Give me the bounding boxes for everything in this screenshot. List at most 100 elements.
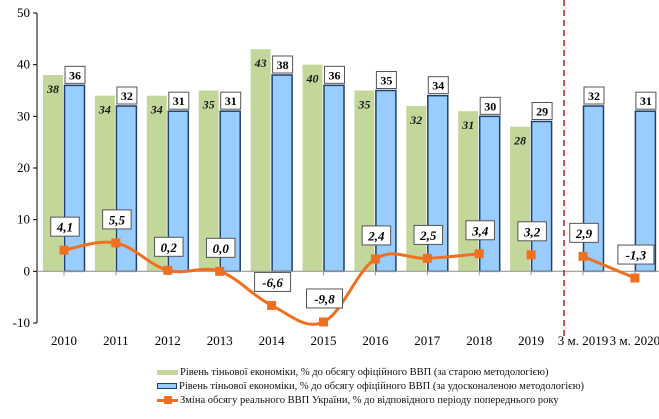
bar-old-methodology — [302, 64, 323, 272]
label-improved-methodology: 38 — [277, 58, 289, 72]
label-gdp-change: 0,2 — [161, 240, 178, 255]
legend-item-gdp-change: Зміна обсягу реального ВВП України, % до… — [157, 393, 584, 407]
gdp-point-marker — [319, 317, 328, 327]
label-box-improved-methodology — [531, 102, 553, 120]
label-gdp-change: 3,4 — [471, 223, 489, 238]
bar-old-methodology — [43, 75, 63, 272]
label-box-gdp-change — [254, 271, 292, 292]
data-labels: 38 34 34 35 43 40 35 32 31 28 36 32 31 31 38 36 35 34 30 29… — [46, 55, 657, 309]
label-box-gdp-change — [569, 222, 599, 243]
bar-improved-methodology — [271, 74, 293, 273]
label-box-improved-methodology — [324, 65, 345, 84]
label-gdp-change: 2,4 — [367, 228, 385, 243]
y-tick-label: 20 — [17, 160, 30, 175]
label-box-gdp-change — [617, 244, 655, 265]
label-improved-methodology: 36 — [329, 68, 341, 82]
gdp-point-marker — [526, 250, 536, 260]
label-box-gdp-change — [361, 225, 392, 246]
label-improved-methodology: 30 — [484, 99, 496, 113]
label-box-improved-methodology — [479, 96, 501, 115]
label-improved-methodology: 32 — [588, 89, 600, 103]
legend-swatch-green — [157, 369, 178, 375]
x-tick-label: 2011 — [103, 333, 129, 348]
y-tick-label: 30 — [17, 108, 30, 123]
label-gdp-change: 4,1 — [56, 220, 73, 235]
legend-label: Рівень тіньової економіки, % до обсягу о… — [179, 380, 585, 392]
x-tick-label: 2017 — [414, 333, 441, 348]
x-tick-label: 2012 — [155, 333, 181, 348]
label-old-methodology: 35 — [202, 98, 215, 112]
legend-swatch-blue — [157, 383, 177, 389]
legend-swatch-line — [157, 395, 178, 404]
label-box-gdp-change — [154, 236, 184, 257]
legend-item-old-methodology: Рівень тіньової економіки, % до обсягу о… — [157, 365, 584, 379]
bar-improved-methodology — [427, 94, 449, 273]
label-box-improved-methodology — [116, 86, 138, 105]
label-gdp-change: -1,3 — [626, 248, 647, 263]
label-box-improved-methodology — [220, 91, 242, 110]
label-improved-methodology: 29 — [536, 105, 548, 119]
label-improved-methodology: 31 — [640, 94, 652, 108]
label-box-improved-methodology — [272, 55, 294, 74]
label-box-improved-methodology — [583, 86, 605, 105]
label-box-gdp-change — [205, 237, 236, 258]
label-old-methodology: 40 — [306, 72, 319, 86]
label-old-methodology: 35 — [357, 98, 370, 112]
gdp-point-marker — [215, 266, 225, 276]
label-box-gdp-change — [413, 224, 444, 245]
x-tick-label: 3 м. 2020 — [610, 333, 659, 348]
bar-old-methodology — [198, 90, 219, 272]
gdp-point-marker — [59, 245, 69, 255]
gdp-point-marker — [474, 249, 484, 259]
label-box-gdp-change — [306, 288, 343, 309]
y-tick-label: 10 — [17, 212, 30, 227]
bar-improved-methodology — [63, 84, 86, 273]
label-improved-methodology: 32 — [121, 89, 133, 103]
x-tick-label: 2016 — [362, 333, 389, 348]
label-old-methodology: 38 — [46, 82, 59, 96]
label-box-improved-methodology — [375, 71, 397, 89]
legend-label: Рівень тіньової економіки, % до обсягу о… — [180, 366, 549, 378]
x-tick-label: 2018 — [466, 333, 492, 348]
bar-old-methodology — [458, 111, 479, 272]
label-box-improved-methodology — [427, 76, 449, 95]
label-improved-methodology: 31 — [225, 94, 237, 108]
label-old-methodology: 34 — [98, 103, 111, 117]
label-box-improved-methodology — [635, 91, 657, 110]
gdp-point-marker — [267, 300, 277, 310]
gdp-point-marker — [111, 238, 121, 248]
label-old-methodology: 31 — [461, 118, 474, 132]
label-gdp-change: 3,2 — [523, 224, 541, 239]
label-gdp-change: 2,5 — [419, 228, 437, 243]
label-old-methodology: 34 — [150, 103, 163, 117]
bar-improved-methodology — [478, 115, 501, 273]
x-tick-label: 2014 — [259, 333, 286, 348]
x-tick-label: 2013 — [207, 333, 233, 348]
label-improved-methodology: 35 — [380, 74, 392, 88]
y-tick-label: 40 — [17, 57, 30, 72]
bar-old-methodology — [406, 106, 427, 272]
x-tick-label: 2019 — [518, 333, 544, 348]
label-gdp-change: 0,0 — [213, 241, 230, 256]
label-old-methodology: 32 — [409, 113, 422, 127]
label-old-methodology: 28 — [513, 134, 526, 148]
gdp-line-segment — [582, 254, 636, 280]
label-old-methodology: 43 — [254, 56, 267, 70]
gdp-point-marker — [578, 251, 588, 261]
label-box-gdp-change — [517, 221, 547, 242]
legend: Рівень тіньової економіки, % до обсягу о… — [157, 365, 584, 407]
legend-label: Зміна обсягу реального ВВП України, % до… — [180, 394, 559, 406]
legend-item-improved-methodology: Рівень тіньової економіки, % до обсягу о… — [157, 379, 584, 393]
axes: -10 0 10 20 30 40 50 2010 2011 2012 2013 2014 2015 20… — [13, 5, 659, 348]
label-box-improved-methodology — [64, 65, 86, 84]
label-gdp-change: -9,8 — [314, 291, 335, 306]
gdp-point-marker — [370, 254, 380, 264]
bar-improved-methodology — [582, 105, 605, 273]
label-gdp-change: 2,9 — [575, 226, 593, 241]
label-gdp-change: 5,5 — [109, 212, 126, 227]
bar-old-methodology — [250, 49, 271, 272]
bar-old-methodology — [510, 126, 531, 272]
label-gdp-change: -6,6 — [262, 275, 283, 290]
gdp-point-marker — [163, 265, 173, 275]
